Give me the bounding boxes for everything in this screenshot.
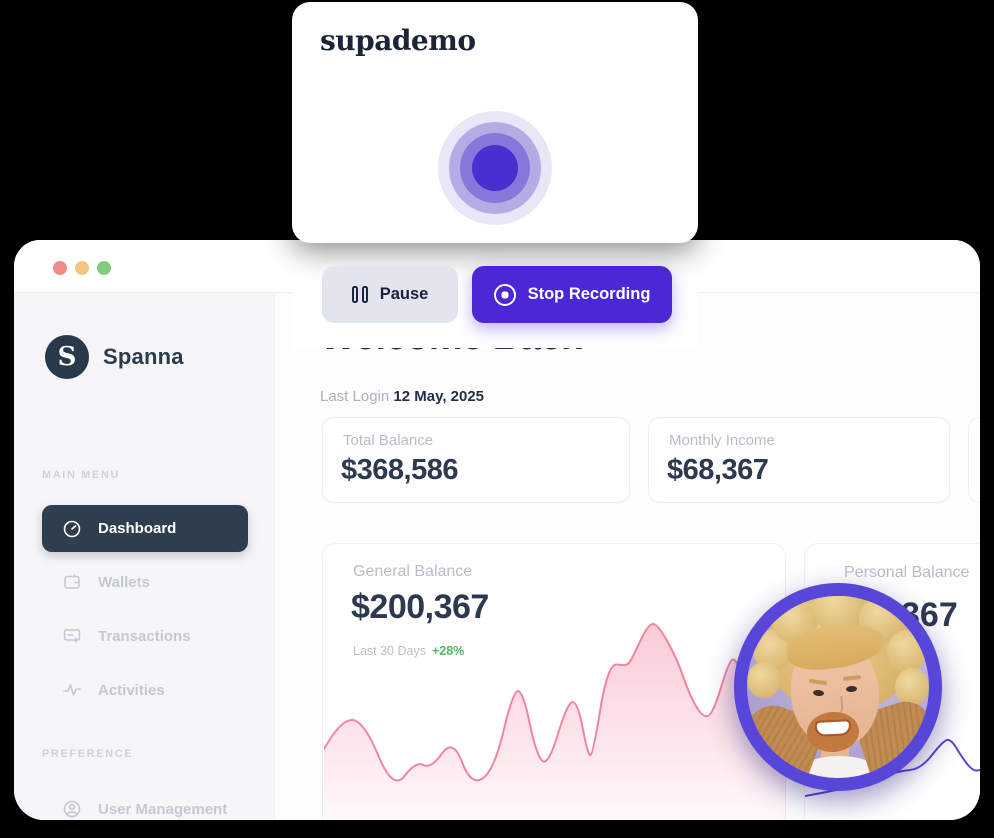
stat-value: $68,367 bbox=[667, 454, 769, 486]
stop-recording-button[interactable]: Stop Recording bbox=[472, 266, 672, 323]
webcam-video-avatar bbox=[747, 596, 929, 778]
monthly-income-card: Monthly Income $68,367 bbox=[648, 417, 950, 503]
transactions-card-icon bbox=[62, 626, 82, 646]
general-balance-chart bbox=[324, 601, 786, 820]
pause-button-label: Pause bbox=[379, 285, 429, 303]
user-icon bbox=[62, 799, 82, 819]
stat-label: Total Balance bbox=[343, 432, 434, 449]
sidebar-item-label: Dashboard bbox=[98, 520, 177, 537]
sidebar-item-label: Transactions bbox=[98, 627, 191, 645]
brand-name: Spanna bbox=[103, 344, 184, 369]
minimize-window-button[interactable] bbox=[75, 261, 89, 275]
supademo-recorder-card: supademo bbox=[292, 2, 698, 243]
card-label: Personal Balance bbox=[844, 564, 970, 581]
last-login-label: Last Login bbox=[320, 388, 390, 405]
dashboard-gauge-icon bbox=[62, 519, 82, 539]
sidebar-item-user-management[interactable]: User Management bbox=[42, 789, 248, 820]
close-window-button[interactable] bbox=[53, 261, 67, 275]
stop-record-icon bbox=[493, 283, 516, 306]
sidebar-item-label: Activities bbox=[98, 681, 165, 699]
main-menu-section-label: MAIN MENU bbox=[42, 469, 120, 481]
stat-card-clipped bbox=[968, 417, 980, 503]
sidebar-item-wallets[interactable]: Wallets bbox=[42, 562, 248, 602]
sidebar: S Spanna MAIN MENU Dashboard Wallets bbox=[14, 293, 275, 820]
card-label: General Balance bbox=[353, 563, 473, 580]
delta-badge: +28% bbox=[431, 644, 465, 658]
pause-button[interactable]: Pause bbox=[322, 266, 458, 323]
spanna-logo-icon: S bbox=[45, 335, 89, 379]
zoom-window-button[interactable] bbox=[97, 261, 111, 275]
sidebar-item-transactions[interactable]: Transactions bbox=[42, 616, 248, 656]
dashboard-window: S Spanna MAIN MENU Dashboard Wallets bbox=[14, 240, 980, 820]
last-login: Last Login 12 May, 2025 bbox=[320, 388, 484, 405]
last-login-value: 12 May, 2025 bbox=[393, 388, 485, 405]
preference-section-label: PREFERENCE bbox=[42, 748, 134, 760]
sidebar-item-label: User Management bbox=[98, 800, 228, 818]
sidebar-item-activities[interactable]: Activities bbox=[42, 670, 248, 710]
card-value: $200,367 bbox=[351, 588, 489, 626]
general-balance-card: General Balance $200,367 Last 30 Days +28… bbox=[322, 543, 786, 820]
recording-indicator-core bbox=[472, 145, 518, 191]
total-balance-card: Total Balance $368,586 bbox=[322, 417, 630, 503]
webcam-bubble[interactable] bbox=[734, 583, 942, 791]
sidebar-item-dashboard[interactable]: Dashboard bbox=[42, 505, 248, 552]
stat-label: Monthly Income bbox=[669, 432, 775, 449]
pause-icon bbox=[351, 286, 368, 303]
stop-button-label: Stop Recording bbox=[527, 285, 651, 303]
activity-pulse-icon bbox=[62, 680, 82, 700]
sidebar-item-label: Wallets bbox=[98, 573, 150, 591]
period-row: Last 30 Days +28% bbox=[353, 644, 464, 658]
app-logo: S Spanna bbox=[45, 335, 184, 379]
main-content: Welcome Back Last Login 12 May, 2025 Tot… bbox=[274, 240, 980, 820]
supademo-wordmark: supademo bbox=[320, 24, 476, 57]
stat-value: $368,586 bbox=[341, 454, 458, 486]
wallet-icon bbox=[62, 572, 82, 592]
period-label: Last 30 Days bbox=[353, 644, 426, 658]
